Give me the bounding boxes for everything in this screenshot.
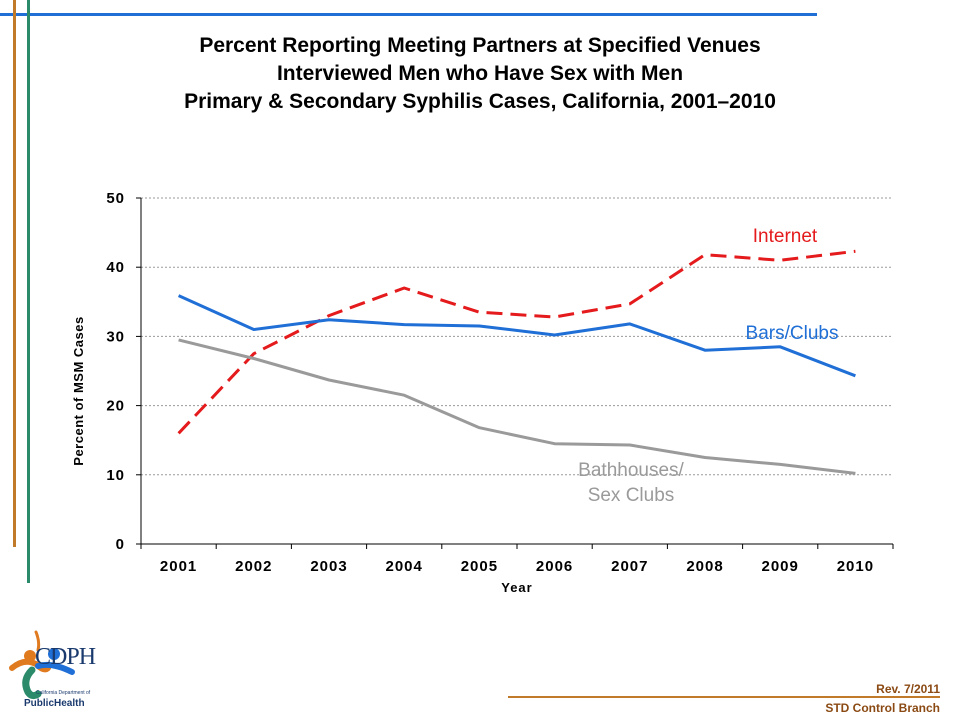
y-tick-label: 10: [106, 467, 125, 484]
x-tick-label: 2001: [160, 558, 197, 575]
chart-subtitle-1: Interviewed Men who Have Sex with Men: [276, 62, 684, 85]
footer-branch: STD Control Branch: [825, 701, 940, 715]
revision-date: Rev. 7/2011: [876, 682, 940, 696]
x-axis-title: Year: [501, 580, 532, 595]
x-tick-label: 2007: [611, 558, 648, 575]
series-label: Internet: [753, 226, 818, 247]
y-tick-label: 50: [106, 190, 125, 207]
logo-line1: California Department of: [36, 690, 91, 696]
cdph-figure-icon: [9, 630, 75, 700]
y-tick-label: 40: [106, 259, 125, 276]
logo-acronym: CDPH: [35, 644, 96, 670]
gridlines: [141, 197, 893, 476]
y-axis-title: Percent of MSM Cases: [71, 316, 86, 465]
chart-title: Percent Reporting Meeting Partners at Sp…: [199, 34, 761, 57]
chart-subtitle-2: Primary & Secondary Syphilis Cases, Cali…: [184, 90, 776, 113]
y-tick-label: 30: [106, 328, 125, 345]
top-blue-rule: [0, 13, 817, 16]
x-tick-label: 2006: [536, 558, 573, 575]
series-label: Sex Clubs: [588, 485, 675, 506]
series-label: Bathhouses/: [578, 460, 684, 481]
x-tick-label: 2005: [461, 558, 498, 575]
series-line-bathhouses-sex-clubs: [178, 338, 856, 475]
series-label: Bars/Clubs: [746, 323, 839, 344]
axes: 0 10 20 30 40 50 2001 2002 2003 2004 2005 2006 2007 2…: [71, 190, 894, 595]
x-tick-label: 2004: [386, 558, 423, 575]
x-tick-label: 2009: [762, 558, 799, 575]
y-tick-label: 0: [116, 536, 125, 553]
series-lines: [177, 249, 856, 475]
left-orange-rule: [13, 0, 16, 547]
x-tick-label: 2003: [310, 558, 347, 575]
series-line-bars-clubs: [177, 294, 856, 378]
left-green-rule: [27, 0, 30, 583]
logo-line2: PublicHealth: [24, 698, 85, 709]
y-tick-label: 20: [106, 398, 125, 415]
series-line-internet: [177, 249, 856, 435]
x-tick-label: 2008: [686, 558, 723, 575]
x-tick-label: 2002: [235, 558, 272, 575]
labels: Internet Bars/Clubs Bathhouses/Sex Clubs: [578, 226, 838, 506]
x-tick-label: 2010: [837, 558, 874, 575]
cdph-logo: CDPH California Department of PublicHeal…: [8, 628, 118, 714]
footer-rule: [508, 696, 940, 698]
